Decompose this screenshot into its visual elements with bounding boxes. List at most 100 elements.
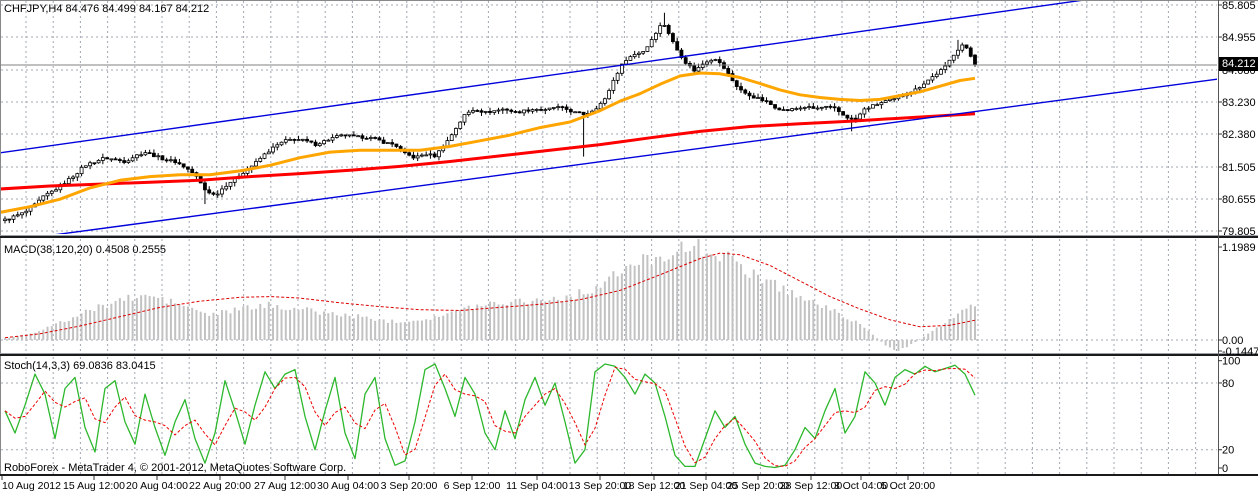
candle-body [513, 111, 518, 113]
candle-body [377, 137, 382, 141]
candle-body [262, 153, 267, 159]
candle-body [964, 44, 969, 49]
candle-body [790, 108, 794, 111]
candle-body [432, 153, 437, 158]
candle-body [330, 137, 335, 141]
candle-body [662, 25, 667, 27]
price-axis-label: 100 [1222, 356, 1240, 368]
candle-body [679, 49, 684, 59]
candle-body [756, 97, 760, 99]
price-axis-label: 81.505 [1222, 162, 1256, 174]
candle-body [428, 153, 433, 156]
candle-body [71, 176, 75, 179]
candle-body [934, 73, 939, 78]
candle-body [509, 109, 514, 112]
macd-histogram [4, 239, 976, 351]
candle-body [390, 142, 395, 145]
candle-body [283, 139, 288, 143]
candle-body [479, 110, 484, 113]
current-price-badge: 84.212 [1219, 57, 1258, 71]
candle-body [573, 111, 577, 114]
candle-body [49, 190, 54, 194]
candle-body [722, 62, 726, 69]
candle-body [824, 105, 828, 108]
price-axis-label: 20 [1222, 445, 1234, 457]
candle-body [883, 100, 888, 103]
candle-body [415, 155, 420, 159]
candle-body [641, 51, 646, 54]
time-axis-label: 25 Sep 20:00 [727, 480, 790, 492]
candle-body [169, 159, 173, 162]
candle-body [317, 143, 322, 147]
candle-body [394, 143, 399, 147]
candle-body [739, 86, 743, 91]
candle-body [760, 97, 765, 102]
candle-body [385, 142, 390, 144]
candle-body [632, 54, 637, 58]
candle-body [203, 182, 207, 191]
candle-body [15, 214, 20, 217]
macd-panel [4, 239, 976, 351]
candle-body [20, 212, 24, 216]
candle-body [139, 154, 144, 157]
candle-body [296, 139, 301, 141]
candle-body [156, 155, 161, 158]
price-axis-label: 82.380 [1222, 129, 1256, 141]
ma-slow-red-line [1, 112, 976, 191]
candle-body [683, 57, 688, 64]
price-axis-label: 0.00 [1222, 335, 1243, 347]
candle-body [190, 168, 195, 174]
candle-body [802, 107, 807, 109]
candle-body [700, 63, 705, 68]
candle-body [360, 135, 365, 139]
candle-body [922, 83, 926, 88]
candle-body [449, 134, 454, 141]
candle-body [300, 138, 305, 141]
candle-body [462, 114, 467, 123]
candle-body [709, 59, 714, 63]
candle-body [811, 106, 816, 109]
candle-body [836, 107, 841, 112]
candle-body [126, 160, 131, 163]
time-axis-label: 6 Sep 12:00 [444, 480, 501, 492]
candle-body [454, 128, 458, 136]
copyright-text: RoboForex - MetaTrader 4, © 2001-2012, M… [4, 462, 347, 474]
candle-body [66, 178, 71, 184]
candle-body [705, 61, 709, 65]
price-axis-label: 79.805 [1222, 226, 1256, 238]
time-axis-label: 22 Aug 20:00 [189, 480, 251, 492]
stoch-panel [4, 363, 976, 469]
candle-body [568, 109, 573, 113]
candle-body [526, 109, 531, 112]
candle-body [407, 152, 412, 156]
candle-body [475, 110, 480, 112]
candle-body [781, 109, 786, 111]
candle-body [496, 109, 501, 112]
candle-body [164, 159, 169, 162]
candle-body [326, 139, 331, 142]
candle-body [339, 134, 343, 137]
candle-body [373, 137, 378, 139]
panel-divider [0, 354, 1258, 356]
candle-body [186, 166, 190, 170]
candle-body [560, 106, 565, 109]
candle-body [152, 152, 156, 158]
candle-body [841, 111, 846, 116]
candle-body [547, 107, 552, 110]
candle-body [368, 137, 373, 139]
time-axis-label: 10 Aug 2012 [2, 480, 61, 492]
candle-body [24, 210, 29, 214]
candle-body [347, 134, 352, 137]
candle-body [122, 160, 127, 163]
candle-body [777, 107, 782, 111]
candle-body [764, 100, 769, 103]
price-axis-label: 0 [1222, 463, 1228, 475]
candle-body [322, 140, 326, 145]
candle-body [602, 98, 607, 104]
candle-body [207, 189, 212, 194]
candle-body [939, 69, 943, 75]
candle-body [117, 159, 122, 161]
candle-body [275, 144, 280, 148]
